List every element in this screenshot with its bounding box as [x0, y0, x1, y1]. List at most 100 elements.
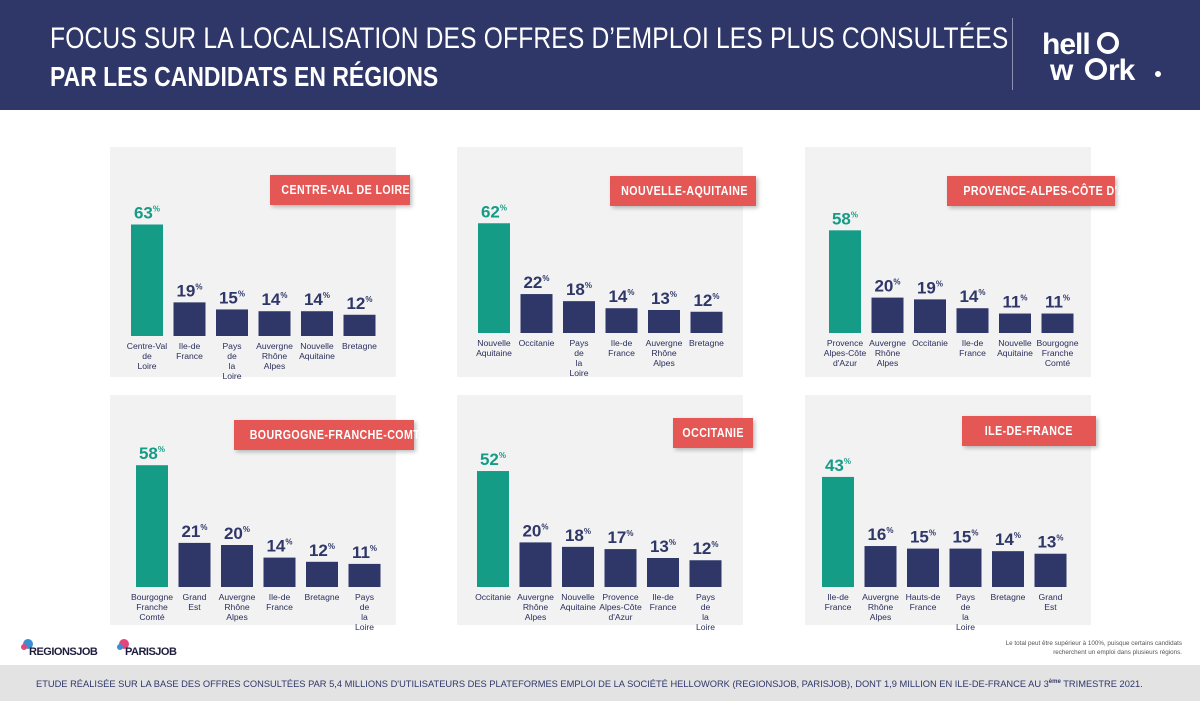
header-banner: FOCUS SUR LA LOCALISATION DES OFFRES D’E… [0, 0, 1200, 110]
bar-nouvelle-aquitaine [562, 546, 594, 587]
bar-chart-bourgogne-franche-comte: 58% Bourgogne Franche Comté 21% Grand Est 20% Au… [131, 444, 381, 632]
bar-ile-de-france [605, 308, 638, 333]
bar-ile-de-france [822, 476, 854, 587]
parisjob-logo: PARISJOB [117, 639, 177, 658]
bar-grand-est [178, 542, 211, 587]
footer-text-end: TRIMESTRE 2021. [1060, 679, 1143, 690]
chart-panel-occitanie: 52% Occitanie 20% Auvergne Rhône Alpes 18% Nouv… [457, 395, 753, 632]
bar-chart-nouvelle-aquitaine: 62% Nouvelle Aquitaine 22% Occitanie 18% Pays d… [476, 202, 724, 378]
value-label-occitanie: 52% [480, 450, 506, 469]
value-label-ile-de-france: 19% [176, 281, 202, 300]
category-label-bretagne: Bretagne [305, 592, 340, 602]
category-label-provence-alpes-cote-d-azur: Provence Alpes-Côte d'Azur [599, 592, 642, 622]
value-label-auvergne-rhone-alpes: 20% [522, 521, 548, 540]
bar-auvergne-rhone-alpes [519, 542, 552, 587]
value-label-pays-de-la-loire: 15% [219, 288, 245, 307]
category-label-grand-est: Grand Est [1039, 592, 1063, 612]
bar-nouvelle-aquitaine [999, 313, 1031, 333]
region-tag-centre-val-de-loire: CENTRE-VAL DE LOIRE [270, 175, 410, 205]
svg-text:rk: rk [1108, 54, 1136, 84]
bar-ile-de-france [956, 308, 989, 333]
bar-bretagne [343, 314, 376, 336]
parisjob-logo-text: PARISJOB [125, 646, 177, 658]
region-tag-bourgogne-franche-comte: BOURGOGNE-FRANCHE-COMTÉ [234, 420, 427, 450]
value-label-bretagne: 14% [995, 530, 1021, 549]
category-label-nouvelle-aquitaine: Nouvelle Aquitaine [476, 338, 512, 358]
regionsjob-logo: REGIONSJOB [21, 639, 98, 658]
bar-auvergne-rhone-alpes [648, 309, 680, 333]
bar-bretagne [992, 551, 1024, 587]
category-label-pays-de-la-loire: Pays de la Loire [355, 592, 374, 632]
category-label-occitanie: Occitanie [912, 338, 948, 348]
bar-occitanie [477, 471, 509, 587]
category-label-bourgogne-franche-comte: Bourgogne Franche Comté [1036, 338, 1078, 368]
value-label-grand-est: 21% [181, 522, 207, 541]
category-label-ile-de-france: Ile-de France [266, 592, 293, 612]
bar-occitanie [914, 299, 946, 333]
category-label-occitanie: Occitanie [519, 338, 555, 348]
category-label-pays-de-la-loire: Pays de la Loire [569, 338, 588, 378]
value-label-nouvelle-aquitaine: 14% [304, 290, 330, 309]
value-label-bourgogne-franche-comte: 11% [1045, 293, 1070, 312]
category-label-ile-de-france: Ile-de France [825, 592, 852, 612]
category-label-pays-de-la-loire: Pays de la Loire [956, 592, 975, 632]
bar-hauts-de-france [907, 548, 939, 587]
page-subtitle: PAR LES CANDIDATS EN RÉGIONS [50, 61, 439, 92]
category-label-ile-de-france: Ile-de France [650, 592, 677, 612]
bar-pays-de-la-loire [348, 563, 381, 587]
value-label-hauts-de-france: 15% [910, 528, 936, 547]
bar-chart-centre-val-de-loire: 63% Centre-Val de Loire 19% Ile-de France 15% Pa… [127, 203, 377, 381]
page-title: FOCUS SUR LA LOCALISATION DES OFFRES D’E… [50, 22, 1009, 55]
value-label-bourgogne-franche-comte: 58% [139, 444, 165, 463]
value-label-centre-val-de-loire: 63% [134, 203, 160, 222]
bar-occitanie [520, 294, 553, 333]
bar-auvergne-rhone-alpes [221, 545, 253, 587]
svg-text:hell: hell [1042, 28, 1090, 61]
svg-text:w: w [1049, 54, 1074, 84]
chart-panel-bourgogne-franche-comte: 58% Bourgogne Franche Comté 21% Grand Est 20% Au… [110, 395, 427, 632]
bar-bourgogne-franche-comte [136, 465, 168, 587]
region-tag-nouvelle-aquitaine: NOUVELLE-AQUITAINE [610, 176, 756, 206]
footer-band: ETUDE RÉALISÉE SUR LA BASE DES OFFRES CO… [0, 665, 1200, 701]
bar-nouvelle-aquitaine [478, 223, 510, 333]
chart-panel-ile-de-france: 43% Ile-de France 16% Auvergne Rhône Alpes 15% H… [805, 395, 1096, 632]
category-label-bourgogne-franche-comte: Bourgogne Franche Comté [131, 592, 173, 622]
value-label-auvergne-rhone-alpes: 16% [867, 525, 893, 544]
value-label-bretagne: 12% [693, 291, 719, 310]
footer-source-note: ETUDE RÉALISÉE SUR LA BASE DES OFFRES CO… [36, 679, 1143, 689]
value-label-ile-de-france: 43% [825, 456, 851, 475]
bar-auvergne-rhone-alpes [864, 546, 897, 587]
value-label-bretagne: 12% [309, 541, 335, 560]
regionsjob-logo-text: REGIONSJOB [29, 646, 98, 658]
value-label-nouvelle-aquitaine: 11% [1002, 293, 1027, 312]
value-label-auvergne-rhone-alpes: 20% [874, 277, 900, 296]
value-label-ile-de-france: 14% [608, 287, 634, 306]
hellowork-logo: hell w rk [1042, 28, 1161, 84]
bar-provence-alpes-cote-d-azur [829, 230, 861, 333]
value-label-bretagne: 12% [346, 294, 372, 313]
category-label-nouvelle-aquitaine: Nouvelle Aquitaine [299, 341, 335, 361]
value-label-auvergne-rhone-alpes: 13% [651, 289, 677, 308]
category-label-provence-alpes-cote-d-azur: Provence Alpes-Côte d'Azur [824, 338, 867, 368]
category-label-occitanie: Occitanie [475, 592, 511, 602]
bar-ile-de-france [263, 557, 296, 587]
category-label-grand-est: Grand Est [183, 592, 207, 612]
header-divider [1012, 18, 1013, 90]
bar-chart-occitanie: 52% Occitanie 20% Auvergne Rhône Alpes 18% Nouv… [475, 450, 722, 632]
bar-provence-alpes-cote-d-azur [604, 549, 637, 587]
category-label-auvergne-rhone-alpes: Auvergne Rhône Alpes [862, 592, 899, 622]
bar-pays-de-la-loire [949, 548, 982, 587]
bar-pays-de-la-loire [563, 301, 595, 333]
value-label-ile-de-france: 14% [266, 537, 292, 556]
bar-pays-de-la-loire [689, 560, 722, 587]
bar-pays-de-la-loire [216, 309, 248, 336]
bar-chart-ile-de-france: 43% Ile-de France 16% Auvergne Rhône Alpes 15% H… [822, 456, 1067, 632]
bar-nouvelle-aquitaine [301, 311, 333, 336]
footer-text-main: ETUDE RÉALISÉE SUR LA BASE DES OFFRES CO… [36, 679, 1049, 690]
value-label-grand-est: 13% [1037, 533, 1063, 552]
category-label-hauts-de-france: Hauts-de France [906, 592, 941, 612]
region-tag-occitanie: OCCITANIE [673, 418, 753, 448]
chart-panel-centre-val-de-loire: 63% Centre-Val de Loire 19% Ile-de France 15% Pa… [110, 147, 410, 381]
bar-grand-est [1034, 553, 1067, 587]
value-label-provence-alpes-cote-d-azur: 58% [832, 209, 858, 228]
